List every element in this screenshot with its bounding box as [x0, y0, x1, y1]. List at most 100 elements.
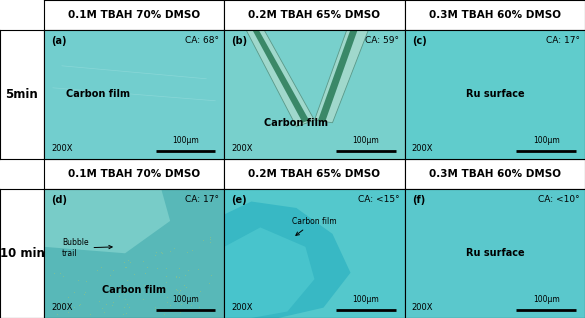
- Point: [183, 268, 192, 273]
- Text: CA: <10°: CA: <10°: [538, 195, 580, 204]
- Point: [129, 272, 139, 277]
- Point: [85, 311, 94, 316]
- Point: [69, 304, 78, 309]
- Point: [171, 273, 181, 278]
- Point: [183, 249, 192, 254]
- Polygon shape: [224, 227, 315, 318]
- Point: [96, 264, 105, 269]
- Point: [205, 240, 215, 245]
- Point: [176, 287, 185, 293]
- Text: 100μm: 100μm: [533, 136, 560, 145]
- Point: [69, 290, 78, 295]
- Text: Carbon film: Carbon film: [102, 285, 166, 294]
- Point: [94, 298, 104, 303]
- Text: Carbon film: Carbon film: [264, 118, 328, 128]
- Point: [157, 250, 166, 255]
- Text: Ru surface: Ru surface: [466, 248, 524, 258]
- Text: 200X: 200X: [232, 302, 253, 312]
- Point: [196, 288, 205, 294]
- Point: [175, 289, 184, 294]
- Text: CA: 68°: CA: 68°: [185, 36, 219, 45]
- Text: (d): (d): [51, 195, 67, 205]
- Text: Ru surface: Ru surface: [466, 89, 524, 99]
- Point: [171, 275, 181, 280]
- Polygon shape: [246, 30, 315, 127]
- Point: [81, 279, 91, 284]
- Point: [56, 270, 65, 275]
- Point: [199, 238, 208, 243]
- Point: [119, 292, 129, 297]
- Point: [187, 303, 196, 308]
- Point: [64, 309, 73, 315]
- Point: [108, 268, 118, 273]
- Text: (e): (e): [232, 195, 247, 205]
- Point: [173, 287, 182, 292]
- Point: [172, 286, 181, 291]
- Point: [75, 301, 85, 306]
- Point: [73, 277, 82, 282]
- Text: 0.1M TBAH 70% DMSO: 0.1M TBAH 70% DMSO: [68, 10, 200, 20]
- Point: [161, 279, 171, 284]
- Point: [176, 292, 185, 297]
- Text: 0.3M TBAH 60% DMSO: 0.3M TBAH 60% DMSO: [429, 10, 561, 20]
- Point: [193, 266, 202, 271]
- Point: [195, 304, 204, 309]
- Point: [119, 304, 129, 309]
- Text: Carbon film: Carbon film: [292, 217, 337, 235]
- Text: 0.1M TBAH 70% DMSO: 0.1M TBAH 70% DMSO: [68, 169, 200, 179]
- Text: CA: 59°: CA: 59°: [365, 36, 399, 45]
- Point: [150, 252, 160, 258]
- Point: [107, 302, 116, 307]
- Point: [63, 303, 72, 308]
- Point: [125, 259, 135, 264]
- Text: 10 min: 10 min: [0, 247, 44, 260]
- Point: [187, 247, 197, 252]
- Point: [63, 294, 72, 299]
- Text: CA: <15°: CA: <15°: [357, 195, 399, 204]
- Point: [150, 304, 159, 309]
- Point: [101, 301, 111, 307]
- Polygon shape: [318, 30, 357, 121]
- Point: [174, 274, 184, 279]
- Point: [119, 260, 129, 265]
- Point: [161, 266, 171, 271]
- Point: [182, 285, 191, 290]
- Point: [151, 306, 160, 311]
- Point: [162, 294, 171, 299]
- Text: 0.2M TBAH 65% DMSO: 0.2M TBAH 65% DMSO: [249, 10, 380, 20]
- Point: [162, 273, 171, 278]
- Point: [204, 280, 214, 286]
- Point: [163, 300, 172, 305]
- Point: [166, 302, 175, 307]
- Point: [156, 250, 166, 255]
- Point: [180, 272, 190, 277]
- Text: 200X: 200X: [412, 143, 433, 153]
- Point: [176, 301, 185, 306]
- Point: [139, 297, 148, 302]
- Polygon shape: [252, 30, 309, 123]
- Point: [207, 273, 216, 278]
- Point: [174, 265, 183, 270]
- Point: [139, 282, 149, 287]
- Point: [153, 266, 162, 271]
- Point: [121, 311, 130, 316]
- Point: [106, 273, 115, 278]
- Point: [124, 286, 133, 291]
- Point: [138, 259, 147, 264]
- Text: (c): (c): [412, 36, 426, 46]
- Point: [179, 283, 188, 288]
- Point: [121, 265, 130, 270]
- Point: [152, 250, 161, 255]
- Text: 0.2M TBAH 65% DMSO: 0.2M TBAH 65% DMSO: [249, 169, 380, 179]
- Point: [80, 291, 89, 296]
- Text: (b): (b): [232, 36, 247, 46]
- Point: [74, 303, 84, 308]
- Point: [123, 277, 132, 282]
- Text: 5min: 5min: [6, 88, 38, 101]
- Point: [52, 312, 61, 317]
- Polygon shape: [315, 30, 369, 123]
- Point: [159, 311, 168, 316]
- Point: [205, 235, 215, 240]
- Point: [99, 310, 108, 315]
- Point: [159, 287, 168, 292]
